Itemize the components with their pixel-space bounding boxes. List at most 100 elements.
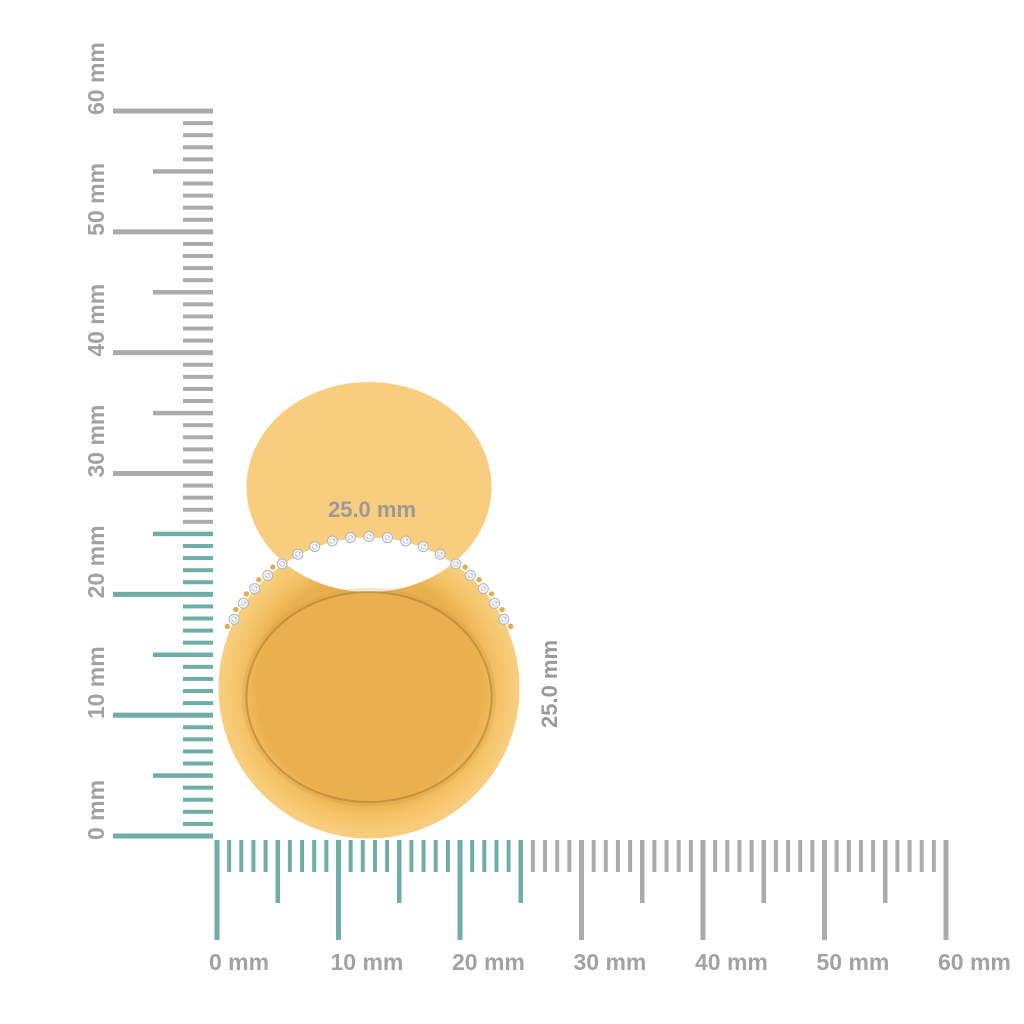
- h-ruler-tick-32mm: [603, 840, 608, 872]
- diamond-speck: [298, 552, 301, 554]
- v-ruler-tick-32mm: [183, 447, 213, 452]
- diamond-speck: [315, 544, 318, 547]
- diamond-speck: [495, 601, 497, 603]
- diamond-speck: [504, 617, 507, 619]
- v-ruler-tick-30mm: [113, 471, 213, 477]
- h-ruler-tick-48mm: [798, 840, 803, 872]
- v-ruler-tick-41mm: [183, 338, 213, 343]
- h-ruler-label-0mm: 0 mm: [209, 949, 269, 975]
- v-ruler-tick-35mm: [153, 410, 213, 416]
- v-ruler-tick-20mm: [113, 591, 213, 597]
- vertical-ruler: 0 mm 10 mm 20 mm 30 mm 40 mm 50 mm 60 mm: [83, 42, 213, 840]
- h-ruler-tick-59mm: [931, 840, 936, 872]
- h-ruler-tick-15mm: [397, 840, 402, 903]
- h-ruler-tick-25mm: [518, 840, 523, 903]
- h-ruler-tick-13mm: [372, 840, 377, 872]
- v-ruler-label-50mm: 50 mm: [83, 163, 109, 236]
- prong: [499, 606, 505, 613]
- v-ruler-tick-38mm: [183, 374, 213, 379]
- prong: [270, 564, 276, 570]
- v-ruler-tick-7mm: [183, 749, 213, 754]
- h-ruler-tick-60mm: [943, 840, 949, 940]
- diamond-speck: [388, 535, 390, 538]
- v-ruler-tick-2mm: [183, 809, 213, 814]
- h-ruler-tick-29mm: [567, 840, 572, 872]
- h-ruler-tick-44mm: [749, 840, 754, 872]
- prong: [243, 591, 250, 597]
- h-ruler-tick-39mm: [688, 840, 693, 872]
- diamond-speck: [268, 573, 271, 576]
- h-ruler-tick-24mm: [506, 840, 511, 872]
- v-ruler-tick-37mm: [183, 386, 213, 391]
- h-ruler-tick-54mm: [871, 840, 876, 872]
- v-ruler-tick-5mm: [153, 773, 213, 778]
- v-ruler-tick-17mm: [183, 628, 213, 633]
- h-ruler-tick-47mm: [786, 840, 791, 872]
- h-ruler-tick-40mm: [700, 840, 706, 940]
- v-ruler-tick-36mm: [183, 399, 213, 404]
- h-ruler-tick-36mm: [652, 840, 657, 872]
- h-ruler-tick-38mm: [676, 840, 681, 872]
- h-ruler-tick-12mm: [360, 840, 365, 872]
- h-ruler-tick-45mm: [761, 840, 766, 903]
- v-ruler-tick-15mm: [153, 652, 213, 658]
- v-ruler-tick-60mm: [113, 108, 213, 114]
- v-ruler-tick-59mm: [183, 121, 213, 126]
- h-ruler-tick-34mm: [628, 840, 633, 872]
- v-ruler-tick-18mm: [183, 616, 213, 621]
- v-ruler-tick-3mm: [183, 797, 213, 802]
- v-ruler-tick-52mm: [183, 205, 213, 210]
- v-ruler-tick-48mm: [183, 254, 213, 259]
- v-ruler-tick-10mm: [113, 712, 213, 718]
- h-ruler-tick-16mm: [409, 840, 414, 872]
- v-ruler-label-40mm: 40 mm: [83, 284, 109, 357]
- horizontal-ruler: 0 mm 10 mm 20 mm 30 mm 40 mm 50 mm 60 mm: [209, 840, 1011, 975]
- diamond-speck: [424, 544, 426, 547]
- diamond-speck: [255, 586, 258, 589]
- h-ruler-tick-22mm: [482, 840, 487, 872]
- v-ruler-tick-21mm: [183, 580, 213, 585]
- h-ruler-tick-28mm: [555, 840, 560, 872]
- diamond-speck: [440, 552, 443, 554]
- v-ruler-tick-14mm: [183, 664, 213, 669]
- prong: [462, 564, 468, 570]
- diamond-speck: [456, 561, 459, 564]
- h-ruler-label-30mm: 30 mm: [574, 949, 647, 975]
- v-ruler-label-60mm: 60 mm: [83, 42, 109, 115]
- diamond-speck: [295, 554, 298, 557]
- v-ruler-label-30mm: 30 mm: [83, 405, 109, 478]
- diamond-speck: [279, 564, 282, 566]
- v-ruler-tick-22mm: [183, 568, 213, 573]
- h-ruler-tick-10mm: [336, 840, 341, 940]
- v-ruler-tick-43mm: [183, 314, 213, 319]
- v-ruler-tick-42mm: [183, 326, 213, 331]
- h-ruler-tick-6mm: [287, 840, 292, 872]
- h-ruler-label-60mm: 60 mm: [938, 949, 1011, 975]
- diamond-speck: [385, 538, 387, 540]
- h-ruler-tick-23mm: [494, 840, 499, 872]
- v-ruler-tick-33mm: [183, 435, 213, 440]
- v-ruler-tick-31mm: [183, 459, 213, 464]
- ring-object: [218, 381, 520, 839]
- v-ruler-tick-49mm: [183, 241, 213, 246]
- v-ruler-tick-54mm: [183, 181, 213, 186]
- diamond-speck: [453, 564, 456, 566]
- prong: [224, 623, 230, 629]
- h-ruler-tick-14mm: [385, 840, 390, 872]
- diamond-speck: [282, 561, 285, 564]
- diamond-speck: [234, 617, 237, 619]
- ring-diamonds: [228, 531, 510, 625]
- diamond-speck: [231, 619, 234, 622]
- v-ruler-tick-40mm: [113, 350, 213, 356]
- diamond-speck: [421, 547, 423, 549]
- h-ruler-tick-4mm: [263, 840, 268, 872]
- v-ruler-tick-9mm: [183, 725, 213, 730]
- h-ruler-label-40mm: 40 mm: [695, 949, 768, 975]
- v-ruler-tick-34mm: [183, 423, 213, 428]
- width-dimension-label: 25.0 mm: [328, 497, 416, 522]
- v-ruler-tick-6mm: [183, 761, 213, 766]
- v-ruler-tick-56mm: [183, 157, 213, 162]
- h-ruler-tick-50mm: [822, 840, 827, 940]
- h-ruler-tick-55mm: [883, 840, 888, 903]
- h-ruler-tick-56mm: [895, 840, 900, 872]
